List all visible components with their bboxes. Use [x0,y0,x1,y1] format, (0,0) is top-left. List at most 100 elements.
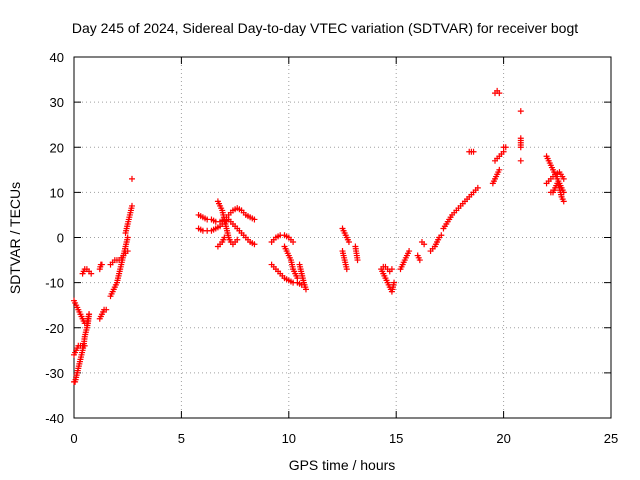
data-point [558,191,565,198]
data-point [110,286,117,293]
y-tick-label: 40 [50,50,64,65]
data-point [493,173,500,180]
data-point [415,254,422,261]
data-points [71,87,567,385]
data-point [283,233,290,240]
data-point [82,331,89,338]
data-point [108,290,115,297]
y-tick-label: 30 [50,95,64,110]
data-point [282,245,289,252]
data-point [496,90,503,97]
data-point [286,254,293,261]
y-tick-label: -40 [45,411,64,426]
data-point [383,277,390,284]
data-point [218,205,225,212]
data-point [398,263,405,270]
x-tick-label: 10 [282,431,296,446]
data-point [72,376,79,383]
data-point [559,196,566,203]
x-tick-label: 15 [389,431,403,446]
chart-title: Day 245 of 2024, Sidereal Day-to-day VTE… [72,20,578,36]
data-point [244,213,251,220]
data-point [340,250,347,257]
data-point [103,306,110,313]
data-point [126,214,133,221]
data-point [197,226,204,233]
data-point [555,182,562,189]
data-point [197,213,204,220]
data-point [97,263,104,270]
data-point [302,284,309,291]
data-point [381,272,388,279]
data-point [470,148,477,155]
data-point [379,268,386,275]
data-point [400,259,407,266]
data-point [468,191,475,198]
data-point [210,217,217,224]
data-point [72,349,79,356]
data-point [388,266,395,273]
data-point [490,178,497,185]
data-point [551,187,558,194]
data-point [550,173,557,180]
data-point [340,227,347,234]
data-point [435,236,442,243]
data-point [443,220,450,227]
data-point [220,236,227,243]
data-point [249,215,256,222]
data-point [227,218,234,225]
data-point [342,232,349,239]
data-point [559,173,566,180]
data-point [97,313,104,320]
data-point [291,268,298,275]
data-point [226,236,233,243]
data-point [421,241,428,248]
data-point [545,178,552,185]
data-point [222,223,229,230]
data-point [128,175,135,182]
data-point [284,250,291,257]
y-tick-label: -30 [45,366,64,381]
x-tick-label: 5 [178,431,185,446]
data-point [75,363,82,370]
data-point [249,240,256,247]
data-point [124,248,131,255]
data-point [554,170,561,177]
data-point [220,214,227,221]
data-point [79,349,86,356]
data-point [405,250,412,257]
data-point [77,354,84,361]
data-point [234,236,241,243]
data-point [112,281,119,288]
data-point [275,233,282,240]
y-tick-label: -10 [45,276,64,291]
data-point [210,226,217,233]
data-point [73,372,80,379]
data-point [80,268,87,275]
data-point [464,196,471,203]
data-point [342,259,349,266]
data-point [85,313,92,320]
data-point [76,358,83,365]
data-point [517,108,524,115]
data-point [300,277,307,284]
data-point [236,206,243,213]
data-point [283,276,290,283]
data-point [432,241,439,248]
data-point [74,367,81,374]
data-point [275,268,282,275]
x-tick-label: 0 [70,431,77,446]
data-point [293,272,300,279]
data-point [354,254,361,261]
data-point [517,141,524,148]
data-point [270,263,277,270]
data-point [502,144,509,151]
data-point [74,304,81,311]
x-axis-label: GPS time / hours [289,457,396,473]
data-point [225,232,232,239]
data-point [236,227,243,234]
axis-ticks: 0 5 10 15 20 25 -40 -30 -20 -10 0 10 20 30 40 [45,50,618,446]
data-point [438,232,445,239]
data-point [270,236,277,243]
